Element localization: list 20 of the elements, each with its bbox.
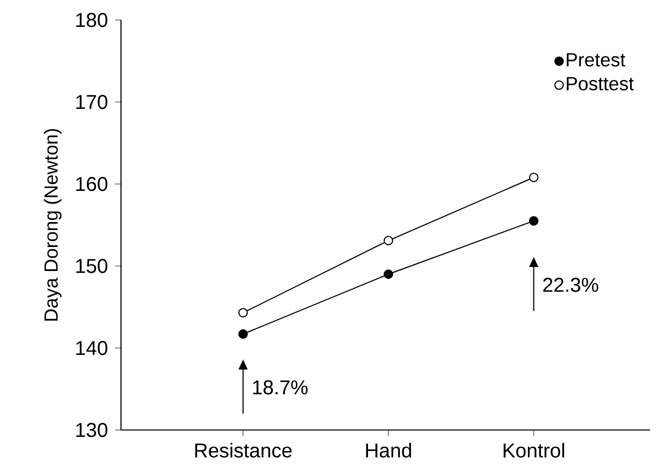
y-tick-label: 160 xyxy=(76,176,108,192)
point xyxy=(528,216,538,226)
annotation: 22.3% xyxy=(543,278,598,292)
x-tick-label: Kontrol xyxy=(504,442,564,458)
legend-label: Posttest xyxy=(566,77,634,90)
point xyxy=(528,172,538,182)
annotation: 18.7% xyxy=(253,380,308,394)
point xyxy=(384,269,394,279)
x-tick-label: Resistance xyxy=(195,442,292,458)
y-tick-label: 130 xyxy=(76,422,108,438)
point xyxy=(238,329,248,339)
y-tick-label: 150 xyxy=(76,258,108,274)
legend-label: Pretest xyxy=(566,53,626,66)
y-tick-label: 170 xyxy=(76,94,108,110)
x-tick-label: Hand xyxy=(366,442,412,458)
y-axis-title: Daya Dorong (Newton) xyxy=(44,129,62,321)
y-tick-label: 180 xyxy=(76,12,108,28)
point xyxy=(238,308,248,318)
point xyxy=(384,236,394,246)
y-tick-label: 140 xyxy=(76,340,108,356)
